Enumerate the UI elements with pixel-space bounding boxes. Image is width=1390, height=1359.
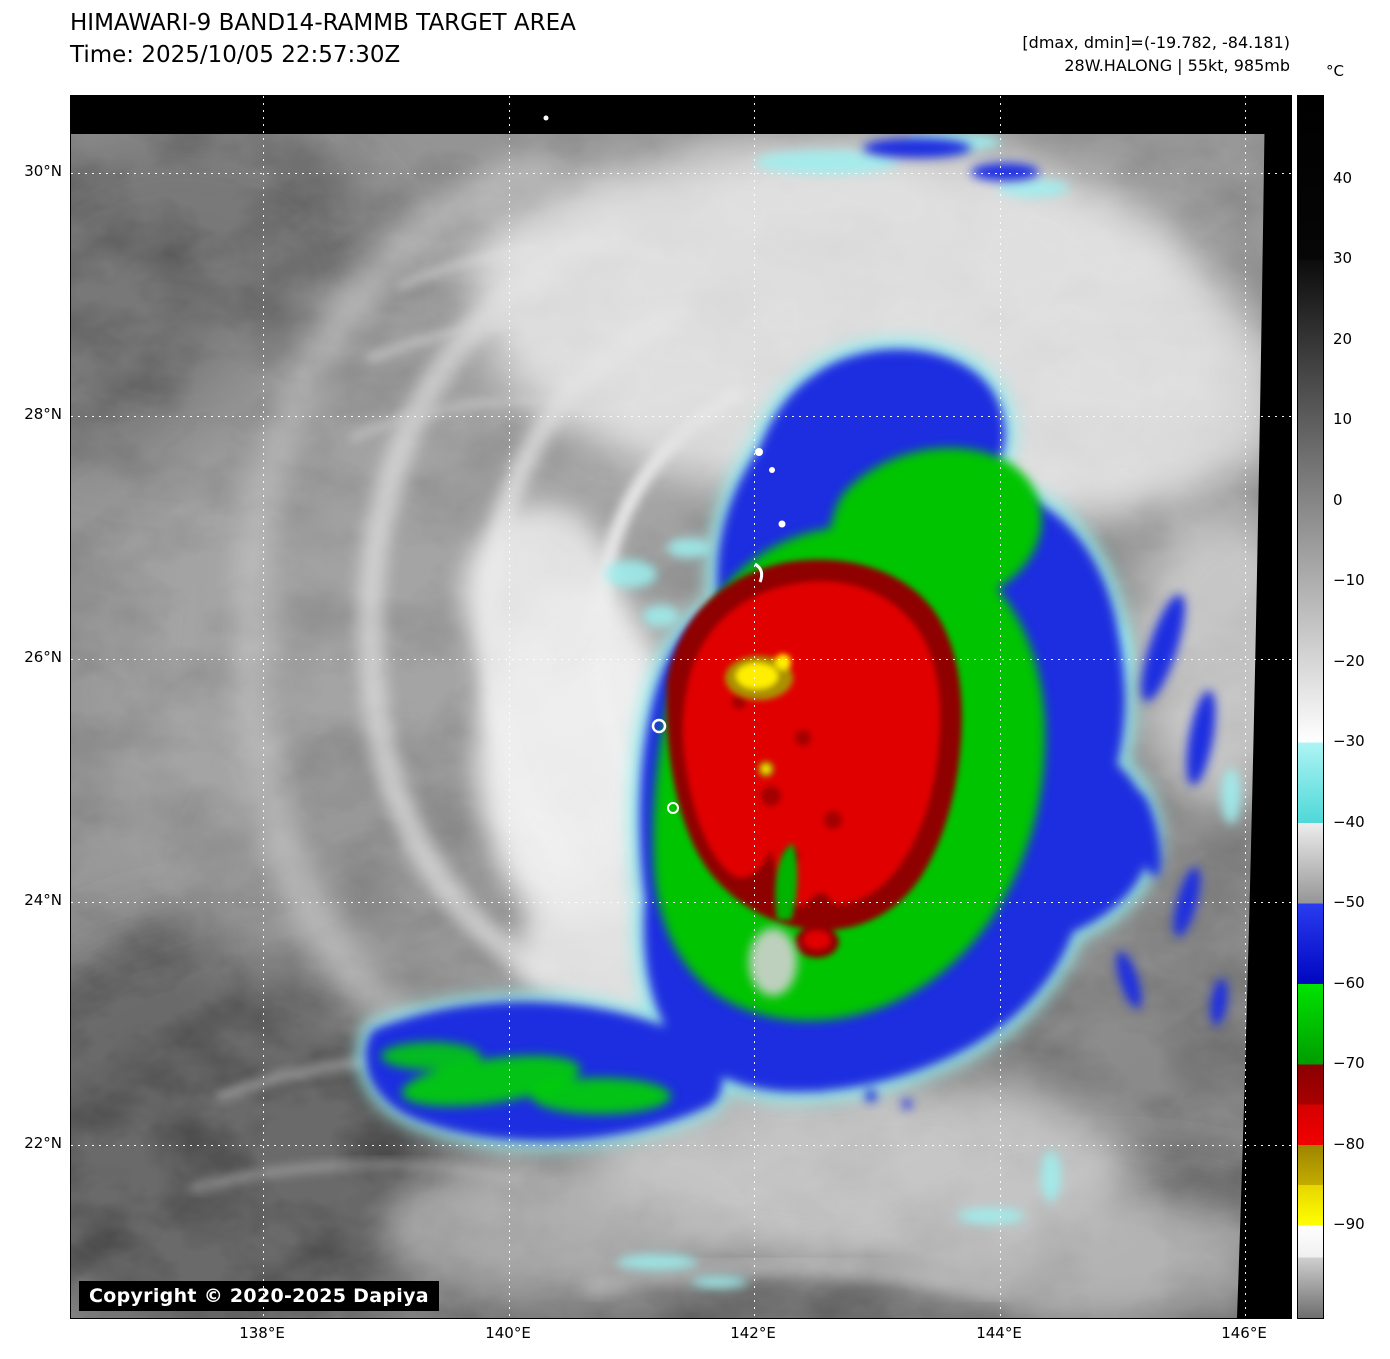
gridline-lon — [1245, 96, 1246, 1318]
overshooting-tops-yellow — [725, 654, 793, 777]
dry-slot — [749, 844, 798, 996]
satellite-map-area: Copyright © 2020-2025 Dapiya — [70, 95, 1292, 1319]
colorbar-tick-label: −90 — [1333, 1215, 1365, 1234]
page-title: HIMAWARI-9 BAND14-RAMMB TARGET AREA — [70, 10, 576, 36]
gridline-lat — [71, 902, 1291, 903]
colorbar-tick-label: −60 — [1333, 973, 1365, 992]
gridline-lat — [71, 659, 1291, 660]
gridline-lat — [71, 416, 1291, 417]
colorbar-tick-label: 20 — [1333, 329, 1353, 348]
colorbar-tick-label: 40 — [1333, 168, 1353, 187]
lon-label: 138°E — [239, 1324, 285, 1342]
lon-label: 140°E — [485, 1324, 531, 1342]
lat-label: 28°N — [24, 405, 62, 423]
lon-label: 146°E — [1221, 1324, 1267, 1342]
gridline-lon — [1000, 96, 1001, 1318]
lon-label: 144°E — [976, 1324, 1022, 1342]
gridline-lon — [509, 96, 510, 1318]
scan-edges — [71, 96, 1291, 1318]
colorbar-tick-label: −30 — [1333, 732, 1365, 751]
gridline-lon — [263, 96, 264, 1318]
colorbar-tick-label: −80 — [1333, 1134, 1365, 1153]
lat-label: 22°N — [24, 1134, 62, 1152]
lat-label: 30°N — [24, 162, 62, 180]
colorbar-tick-label: −20 — [1333, 651, 1365, 670]
colorbar-unit-label: °C — [1326, 62, 1344, 80]
gridline-lat — [71, 173, 1291, 174]
lat-label: 26°N — [24, 648, 62, 666]
colorbar-tick-label: −10 — [1333, 571, 1365, 590]
timestamp: Time: 2025/10/05 22:57:30Z — [70, 42, 401, 68]
colorbar-tick-label: 0 — [1333, 490, 1343, 509]
colorbar — [1297, 95, 1324, 1319]
copyright-badge: Copyright © 2020-2025 Dapiya — [79, 1281, 439, 1311]
scan-artifact-dot — [543, 115, 549, 121]
lon-label: 142°E — [730, 1324, 776, 1342]
colorbar-tick-label: −50 — [1333, 893, 1365, 912]
colorbar-tick-label: 10 — [1333, 410, 1353, 429]
lat-label: 24°N — [24, 891, 62, 909]
satellite-image — [71, 96, 1291, 1318]
white-specks — [651, 448, 786, 814]
storm-info: 28W.HALONG | 55kt, 985mb — [1064, 56, 1290, 75]
dmax-dmin-readout: [dmax, dmin]=(-19.782, -84.181) — [1022, 33, 1290, 52]
colorbar-tick-label: −40 — [1333, 812, 1365, 831]
gridline-lat — [71, 1145, 1291, 1146]
colorbar-tick-label: −70 — [1333, 1054, 1365, 1073]
colorbar-tick-label: 30 — [1333, 249, 1353, 268]
gridline-lon — [754, 96, 755, 1318]
